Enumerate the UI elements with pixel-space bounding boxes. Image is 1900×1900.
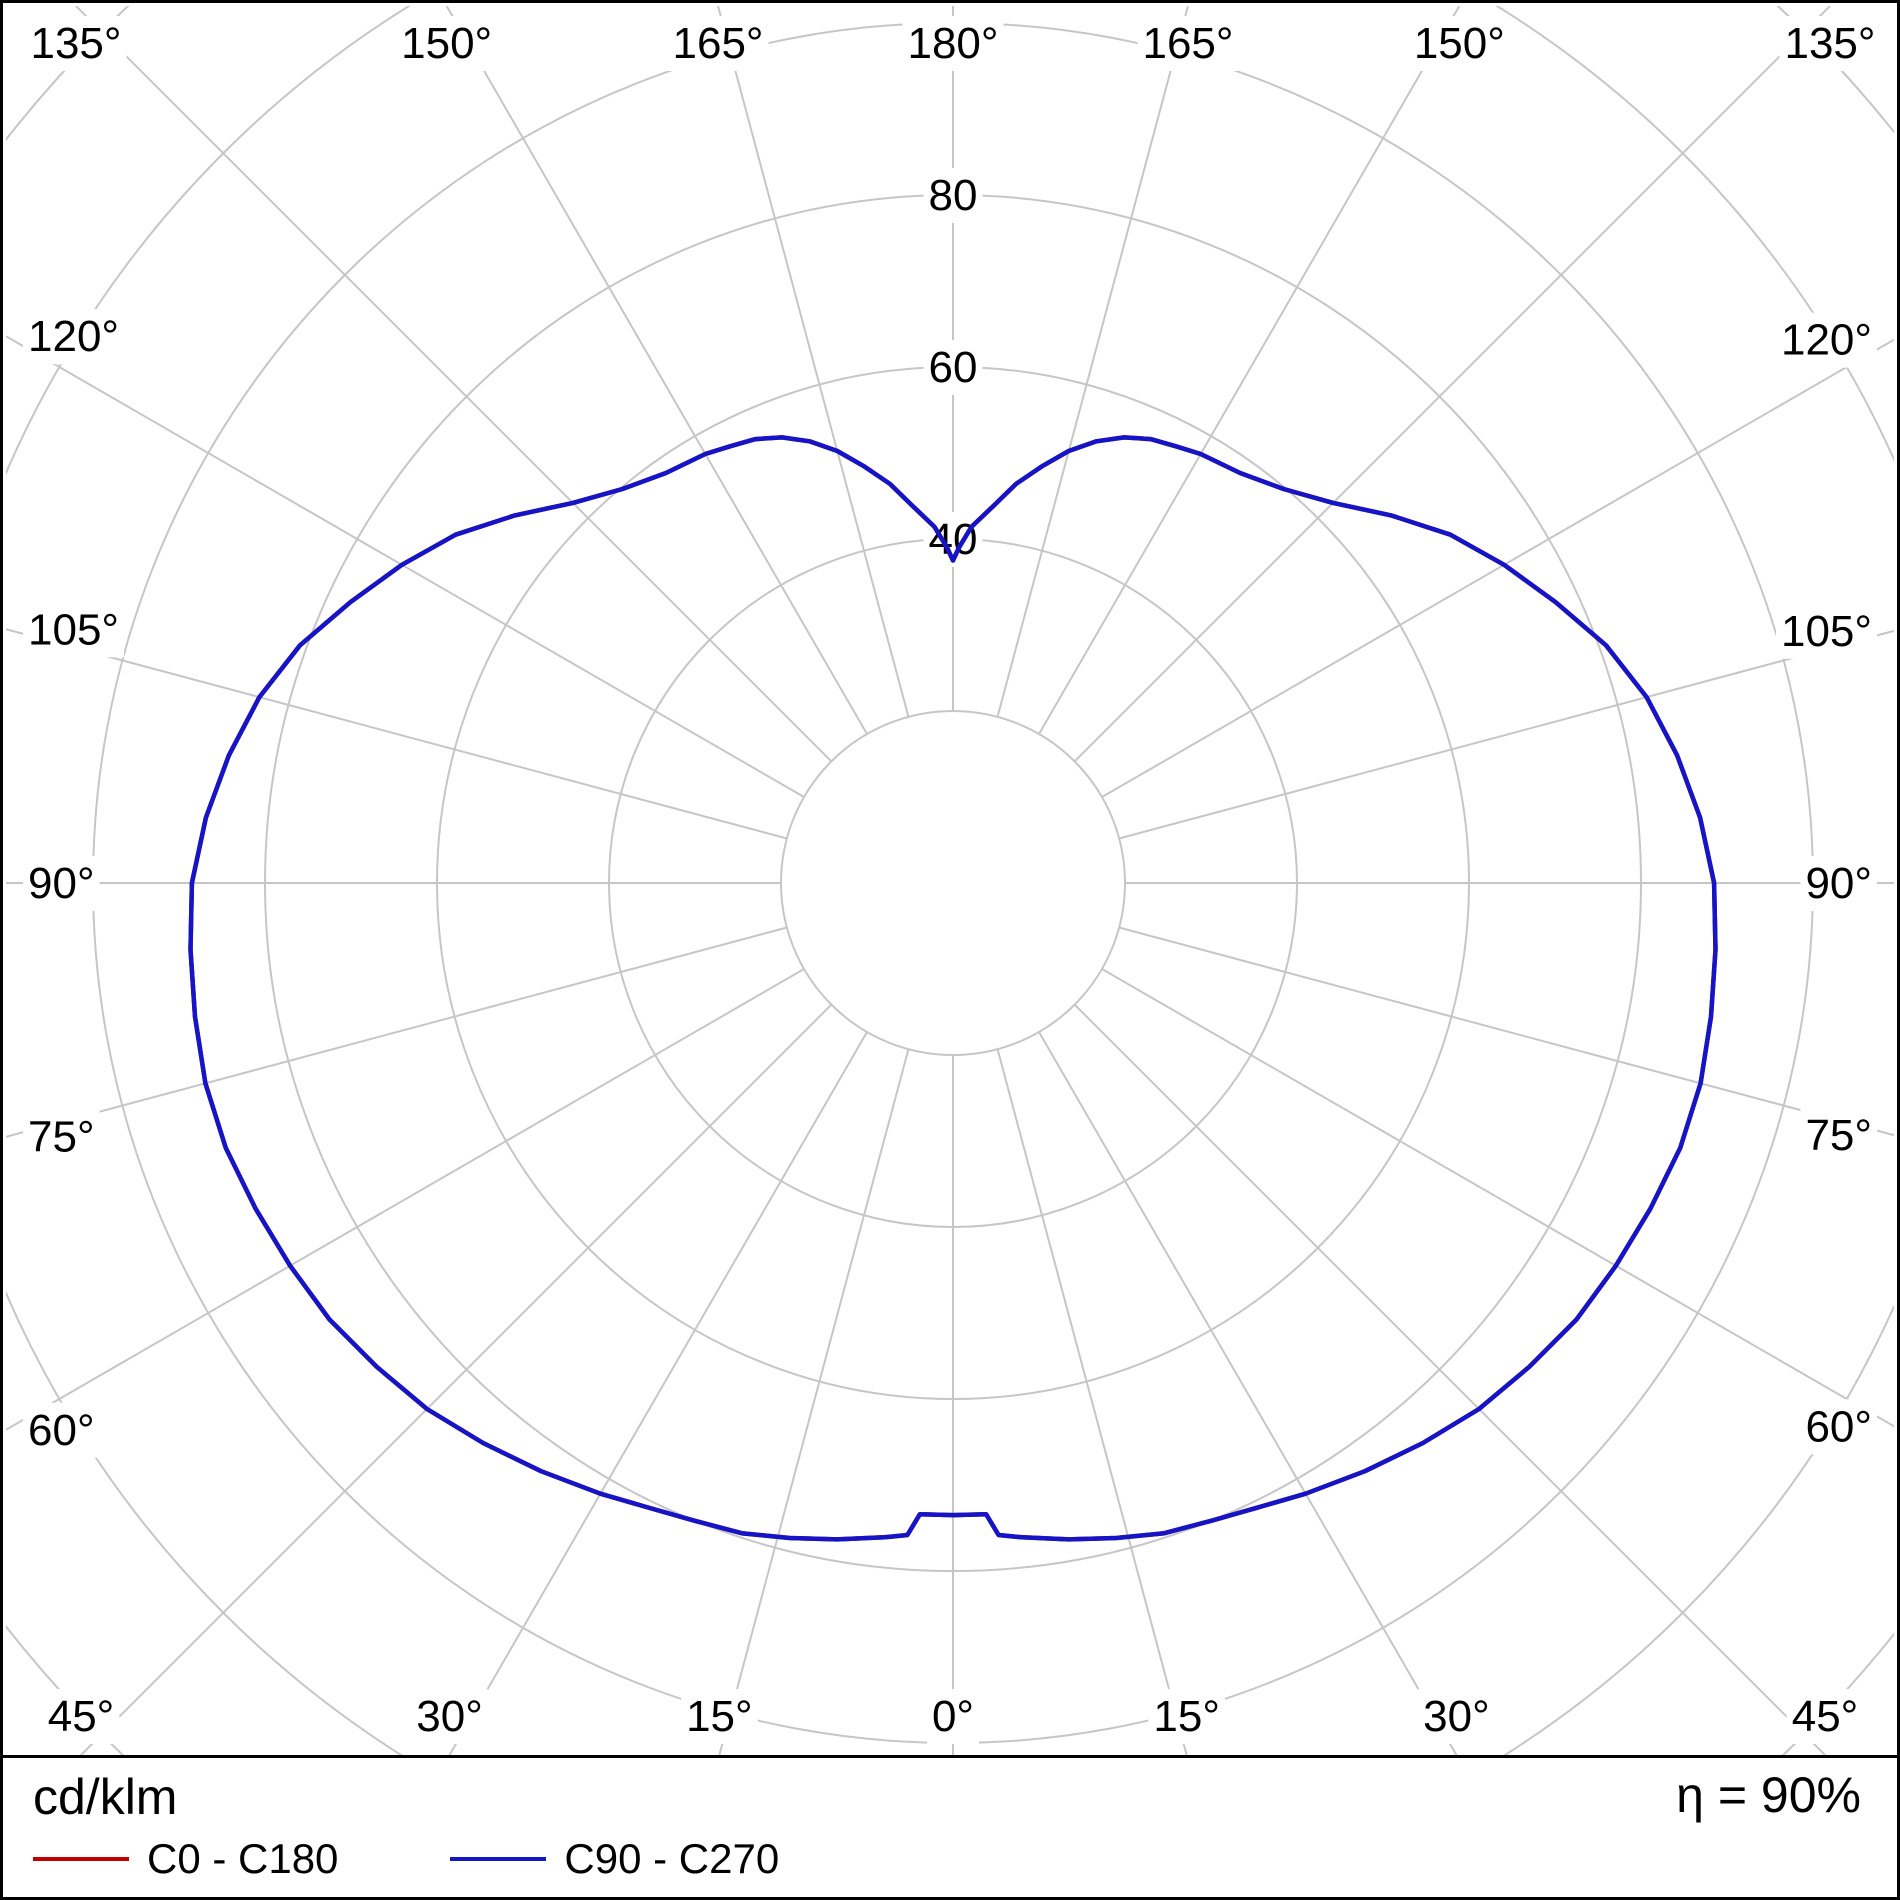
angle-tick-label-150: 150°	[401, 19, 492, 68]
grid-radial-line-165	[996, 6, 1189, 718]
angle-tick-label-90-bg	[1800, 856, 1877, 911]
angle-tick-label-15: 15°	[686, 1692, 753, 1741]
grid-radial-line-135	[1073, 6, 1831, 763]
radial-tick-label-60: 60	[929, 343, 978, 392]
grid-circle-140	[6, 6, 1894, 1755]
angle-tick-label-75: 75°	[1805, 1111, 1872, 1160]
legend-item-c0-c180: C0 - C180	[33, 1834, 338, 1884]
grid-circle-20	[780, 710, 1126, 1056]
angle-tick-label-15-bg	[1148, 1689, 1225, 1744]
angle-tick-label-180-bg	[902, 16, 1004, 71]
plot-frame-bottom-line	[3, 1755, 1897, 1758]
angle-tick-label-75-bg	[1800, 1108, 1877, 1164]
grid-radial-line-75	[1118, 926, 1894, 1137]
radial-tick-label-60-bg	[923, 340, 983, 395]
angle-tick-label-135-bg	[1779, 16, 1881, 71]
angle-tick-label-0-bg	[926, 1689, 980, 1744]
angle-tick-label-45: 45°	[1792, 1692, 1859, 1741]
grid-radial-line-135	[75, 6, 833, 763]
legend-label-c90-c270: C90 - C270	[564, 1835, 780, 1882]
angle-tick-label-120-bg	[1775, 312, 1877, 368]
efficiency-label: η = 90%	[1676, 1767, 1861, 1823]
legend-line-sample-c90-c270	[450, 1857, 547, 1861]
angle-tick-label-165: 165°	[1142, 19, 1233, 68]
angle-tick-label-120: 120°	[28, 312, 119, 361]
grid-radial-line-15	[996, 1048, 1188, 1755]
polar-chart: 0° 15° 15° 30° 30° 45° 45° 60° 60° 75° 75° 90° 90° 10…	[6, 6, 1894, 1755]
units-label: cd/klm	[33, 1769, 178, 1825]
grid-radial-line-120	[6, 335, 805, 798]
angle-tick-label-30-bg	[1418, 1689, 1495, 1744]
angle-tick-label-45: 45°	[48, 1692, 115, 1741]
angle-tick-label-30: 30°	[1423, 1692, 1490, 1741]
grid-radial-line-105	[1118, 629, 1894, 840]
angle-tick-label-135: 135°	[1784, 19, 1875, 68]
angle-tick-label-60: 60°	[1805, 1402, 1872, 1451]
angle-tick-label-30: 30°	[416, 1692, 483, 1741]
radial-tick-label-80-bg	[923, 168, 983, 223]
angle-tick-label-150-bg	[1408, 16, 1510, 71]
grid-radial-line-30	[1038, 1031, 1458, 1755]
angle-tick-label-165-bg	[1137, 16, 1239, 71]
polar-grid	[6, 6, 1894, 1755]
angle-tick-label-60-bg	[23, 1402, 100, 1458]
angle-tick-label-15: 15°	[1153, 1692, 1220, 1741]
grid-radial-line-45	[1073, 1003, 1826, 1755]
angle-tick-label-105-bg	[23, 602, 125, 658]
grid-radial-line-30	[448, 1031, 868, 1755]
grid-radial-line-150	[445, 6, 868, 735]
grid-radial-line-60	[1101, 968, 1894, 1428]
legend-label-c0-c180: C0 - C180	[147, 1835, 339, 1882]
angle-tick-label-150: 150°	[1414, 19, 1505, 68]
angle-tick-label-90-bg	[23, 856, 100, 911]
angle-tick-label-120: 120°	[1781, 316, 1872, 365]
angle-tick-label-120-bg	[23, 309, 125, 365]
angle-tick-label-135: 135°	[30, 19, 121, 68]
angle-tick-label-60-bg	[1800, 1399, 1877, 1455]
grid-radial-line-105	[6, 628, 788, 840]
grid-radial-line-120	[1101, 338, 1894, 798]
angle-tick-label-15-bg	[681, 1689, 758, 1744]
angle-tick-label-165-bg	[667, 16, 769, 71]
grid-radial-line-15	[718, 1048, 910, 1755]
grid-radial-line-165	[717, 6, 910, 718]
grid-circle-120	[6, 6, 1894, 1755]
angle-tick-label-60: 60°	[28, 1406, 95, 1455]
grid-radial-line-45	[80, 1003, 833, 1755]
angle-tick-label-105-bg	[1775, 603, 1877, 659]
angle-tick-label-45-bg	[42, 1689, 120, 1744]
series-curve-C90-C270	[188, 435, 1718, 1542]
grid-radial-line-60	[6, 968, 805, 1431]
legend: C0 - C180 C90 - C270	[33, 1834, 779, 1884]
angle-tick-label-45-bg	[1786, 1689, 1864, 1744]
angle-tick-label-150-bg	[396, 16, 498, 71]
radial-tick-label-80: 80	[929, 171, 978, 220]
angle-tick-label-90: 90°	[1805, 859, 1872, 908]
angle-tick-label-135-bg	[25, 16, 127, 71]
legend-line-sample-c0-c180	[33, 1857, 129, 1861]
angle-tick-label-0: 0°	[932, 1692, 974, 1741]
chart-footer: cd/klm η = 90% C0 - C180 C90 - C270	[3, 1758, 1897, 1897]
angle-tick-label-165: 165°	[673, 19, 764, 68]
angle-tick-label-105: 105°	[28, 605, 119, 654]
angle-tick-label-180: 180°	[907, 19, 998, 68]
legend-item-c90-c270: C90 - C270	[450, 1834, 779, 1884]
grid-radial-line-75	[6, 926, 788, 1138]
angle-tick-label-75: 75°	[28, 1113, 95, 1162]
grid-radial-line-150	[1038, 6, 1461, 735]
angle-tick-label-105: 105°	[1781, 607, 1872, 656]
angle-tick-label-90: 90°	[28, 859, 95, 908]
angle-tick-label-75-bg	[23, 1109, 100, 1165]
angle-tick-label-30-bg	[411, 1689, 488, 1744]
